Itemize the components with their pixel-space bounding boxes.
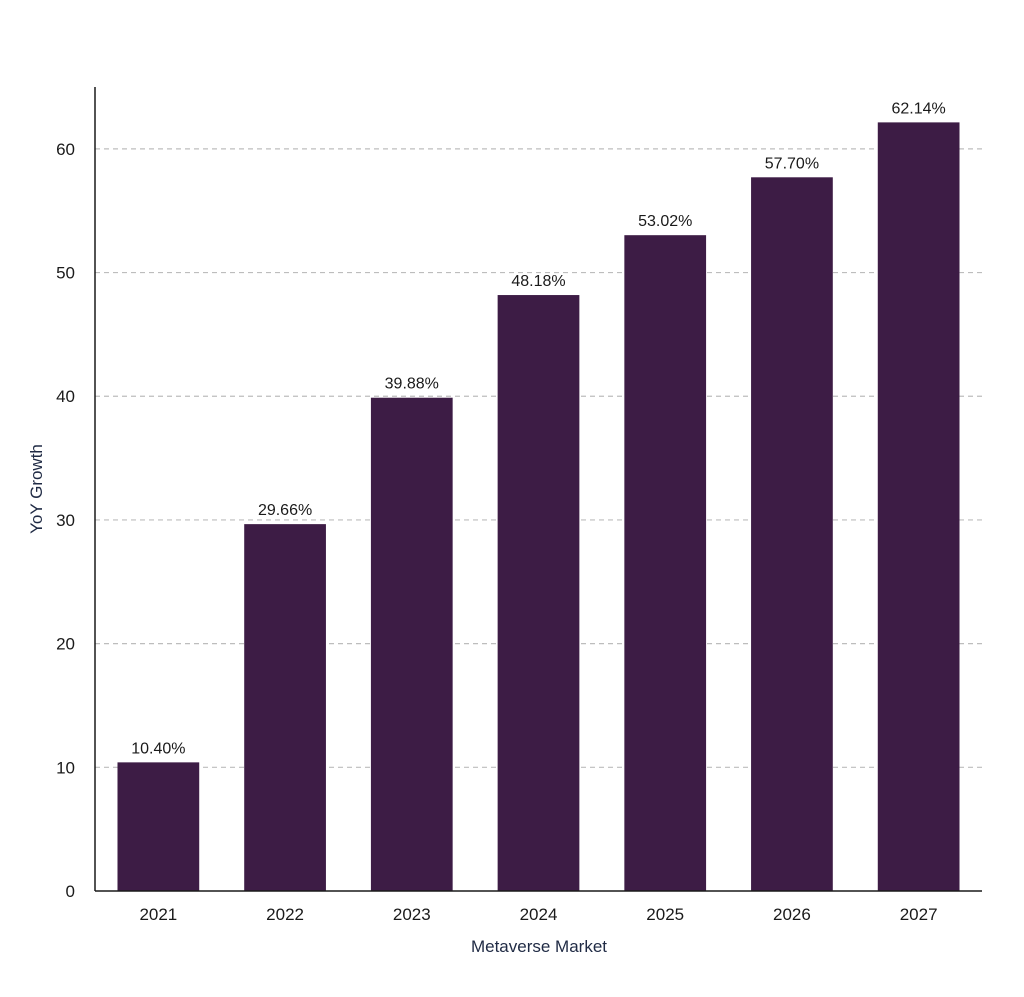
bar-value-label: 39.88% bbox=[385, 376, 439, 393]
bar-value-label: 48.18% bbox=[511, 273, 565, 290]
bar-value-label: 10.40% bbox=[131, 740, 185, 757]
x-tick-label: 2022 bbox=[266, 905, 304, 924]
axes: 0 10 20 30 40 50 60 2021 2022 2023 2024 2025 2026 202… bbox=[56, 87, 982, 924]
bar bbox=[370, 397, 453, 891]
y-tick-label: 20 bbox=[56, 635, 75, 654]
bar-value-label: 29.66% bbox=[258, 502, 312, 519]
x-tick-label: 2021 bbox=[139, 905, 177, 924]
x-tick-label: 2026 bbox=[773, 905, 811, 924]
y-tick-label: 50 bbox=[56, 264, 75, 283]
x-tick-label: 2024 bbox=[520, 905, 558, 924]
x-axis-title: Metaverse Market bbox=[471, 937, 607, 956]
bar bbox=[244, 524, 326, 891]
bar bbox=[877, 122, 960, 892]
bar-value-label: 53.02% bbox=[638, 213, 692, 230]
bar bbox=[117, 762, 200, 891]
y-tick-label: 10 bbox=[56, 758, 75, 777]
bar bbox=[751, 177, 833, 891]
y-axis-title: YoY Growth bbox=[27, 444, 46, 534]
bar bbox=[497, 295, 580, 891]
bar bbox=[624, 235, 707, 892]
bar-value-label: 57.70% bbox=[765, 155, 819, 172]
x-tick-label: 2027 bbox=[900, 905, 938, 924]
bars bbox=[117, 122, 960, 892]
y-tick-label: 0 bbox=[66, 882, 75, 901]
y-tick-label: 30 bbox=[56, 511, 75, 530]
data-labels: 10.40% 29.66% 39.88% 48.18% 53.02% 57.70% 62.1… bbox=[131, 100, 946, 757]
bar-value-label: 62.14% bbox=[892, 100, 946, 117]
x-tick-label: 2023 bbox=[393, 905, 431, 924]
y-tick-label: 40 bbox=[56, 387, 75, 406]
x-tick-label: 2025 bbox=[646, 905, 684, 924]
y-tick-label: 60 bbox=[56, 140, 75, 159]
